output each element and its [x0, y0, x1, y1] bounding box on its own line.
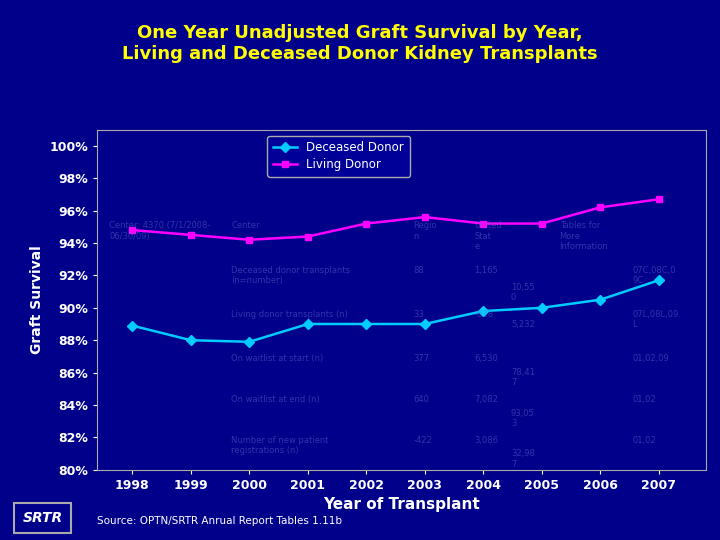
Deceased Donor	[304, 321, 312, 327]
Text: 3,086: 3,086	[474, 436, 498, 445]
Text: 10,55
0: 10,55 0	[511, 283, 534, 302]
Deceased Donor	[128, 322, 137, 329]
Deceased Donor	[654, 277, 663, 284]
Text: Source: OPTN/SRTR Anrual Report Tables 1.11b: Source: OPTN/SRTR Anrual Report Tables 1…	[97, 516, 342, 526]
Text: Center: 4370 (7/1/2008-
06/30/09): Center: 4370 (7/1/2008- 06/30/09)	[109, 221, 211, 241]
Text: 32,98
7: 32,98 7	[511, 449, 535, 469]
Text: 07L,08L,09
L: 07L,08L,09 L	[633, 310, 679, 329]
Text: On waitlist at end (n): On waitlist at end (n)	[231, 395, 320, 404]
Text: 01,02: 01,02	[633, 395, 656, 404]
Living Donor	[538, 220, 546, 227]
Deceased Donor	[538, 305, 546, 311]
Text: -422: -422	[413, 436, 432, 445]
Deceased Donor	[362, 321, 371, 327]
Text: On waitlist at start (n): On waitlist at start (n)	[231, 354, 323, 363]
Text: 01,02,09: 01,02,09	[633, 354, 670, 363]
Text: One Year Unadjusted Graft Survival by Year,
Living and Deceased Donor Kidney Tra: One Year Unadjusted Graft Survival by Ye…	[122, 24, 598, 63]
Line: Deceased Donor: Deceased Donor	[129, 277, 662, 345]
Living Donor	[128, 227, 137, 233]
Living Donor	[362, 220, 371, 227]
Text: 07C,08C,0
9C: 07C,08C,0 9C	[633, 266, 676, 285]
Text: 33: 33	[413, 310, 424, 319]
Text: 640: 640	[413, 395, 429, 404]
Living Donor	[479, 220, 487, 227]
Text: Deceased donor transplants
(n=number): Deceased donor transplants (n=number)	[231, 266, 350, 285]
Text: 88: 88	[413, 266, 424, 275]
X-axis label: Year of Transplant: Year of Transplant	[323, 497, 480, 512]
Text: Tables for
More
Information: Tables for More Information	[559, 221, 608, 251]
Deceased Donor	[245, 339, 253, 345]
Text: 5,232: 5,232	[511, 320, 535, 329]
Legend: Deceased Donor, Living Donor: Deceased Donor, Living Donor	[267, 136, 410, 177]
Living Donor	[654, 196, 663, 202]
Text: 377: 377	[413, 354, 430, 363]
Deceased Donor	[596, 296, 605, 303]
Living Donor	[304, 233, 312, 240]
Text: Living donor transplants (n): Living donor transplants (n)	[231, 310, 348, 319]
Text: SRTR: SRTR	[22, 511, 63, 525]
Text: 01,02: 01,02	[633, 436, 656, 445]
Text: 6,530: 6,530	[474, 354, 498, 363]
Text: 1,165: 1,165	[474, 266, 498, 275]
Text: -638: -638	[474, 310, 493, 319]
Text: 7,082: 7,082	[474, 395, 498, 404]
Text: Number of new patient
registrations (n): Number of new patient registrations (n)	[231, 436, 328, 455]
Text: 78,41
7: 78,41 7	[511, 368, 535, 387]
Deceased Donor	[186, 337, 195, 343]
Text: Regio
n: Regio n	[413, 221, 437, 241]
Text: 93,05
3: 93,05 3	[511, 409, 535, 428]
Y-axis label: Graft Survival: Graft Survival	[30, 245, 44, 354]
Deceased Donor	[420, 321, 429, 327]
Living Donor	[245, 237, 253, 243]
Living Donor	[596, 204, 605, 211]
Text: Center: Center	[231, 221, 259, 231]
Deceased Donor	[479, 308, 487, 314]
Living Donor	[420, 214, 429, 220]
Text: United
Stat
e: United Stat e	[474, 221, 502, 251]
FancyBboxPatch shape	[14, 503, 71, 533]
Living Donor	[186, 232, 195, 238]
Line: Living Donor: Living Donor	[129, 196, 662, 243]
